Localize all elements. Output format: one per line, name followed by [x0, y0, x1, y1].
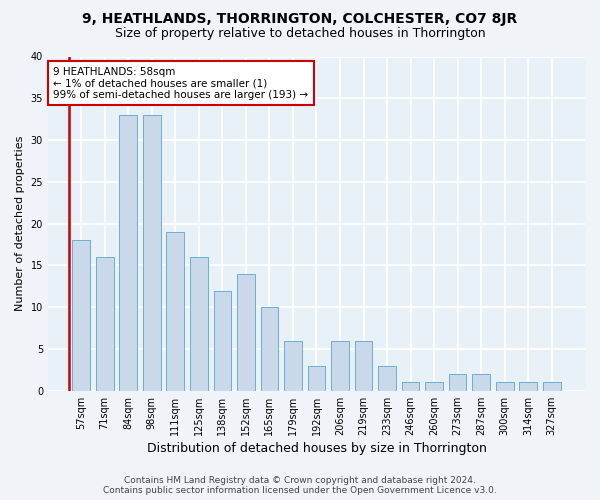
Bar: [237, 274, 254, 391]
Bar: [166, 232, 184, 391]
Bar: [190, 257, 208, 391]
Bar: [496, 382, 514, 391]
Text: Size of property relative to detached houses in Thorrington: Size of property relative to detached ho…: [115, 28, 485, 40]
Bar: [73, 240, 90, 391]
Bar: [355, 340, 373, 391]
Bar: [284, 340, 302, 391]
Bar: [260, 307, 278, 391]
Bar: [331, 340, 349, 391]
Text: 9, HEATHLANDS, THORRINGTON, COLCHESTER, CO7 8JR: 9, HEATHLANDS, THORRINGTON, COLCHESTER, …: [82, 12, 518, 26]
X-axis label: Distribution of detached houses by size in Thorrington: Distribution of detached houses by size …: [146, 442, 487, 455]
Bar: [119, 115, 137, 391]
Bar: [214, 290, 231, 391]
Bar: [143, 115, 161, 391]
Bar: [472, 374, 490, 391]
Bar: [96, 257, 113, 391]
Text: Contains HM Land Registry data © Crown copyright and database right 2024.
Contai: Contains HM Land Registry data © Crown c…: [103, 476, 497, 495]
Bar: [308, 366, 325, 391]
Bar: [425, 382, 443, 391]
Bar: [402, 382, 419, 391]
Bar: [520, 382, 537, 391]
Bar: [449, 374, 466, 391]
Bar: [378, 366, 396, 391]
Bar: [543, 382, 560, 391]
Y-axis label: Number of detached properties: Number of detached properties: [15, 136, 25, 312]
Text: 9 HEATHLANDS: 58sqm
← 1% of detached houses are smaller (1)
99% of semi-detached: 9 HEATHLANDS: 58sqm ← 1% of detached hou…: [53, 66, 308, 100]
